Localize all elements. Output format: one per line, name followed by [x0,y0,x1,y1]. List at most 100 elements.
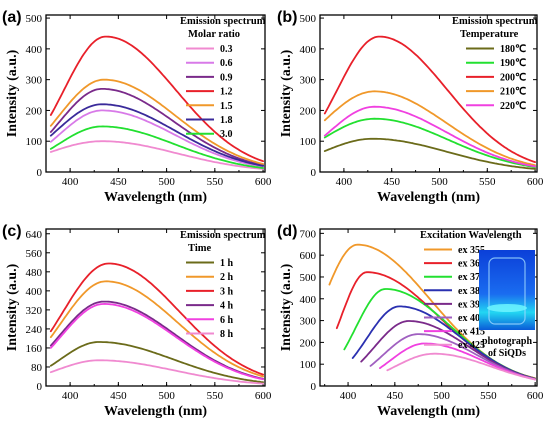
series-line-ex-425 [386,352,536,381]
series-line-180℃ [323,137,536,170]
plot-frame [45,14,266,173]
x-tick-label: 600 [255,390,272,402]
series-line-3-h [49,262,265,376]
y-axis-label: Intensity (a.u.) [5,263,20,351]
series-line-220℃ [323,105,536,168]
y-tick-label: 0 [37,167,43,179]
y-tick-label: 0 [37,381,43,393]
x-tick-label: 400 [62,390,79,402]
legend-entry: 1.5 [220,101,233,112]
series-line-2-h [49,280,265,378]
legend-title: Time [188,243,211,254]
series-line-1.2 [49,35,265,163]
y-tick-label: 200 [300,105,317,117]
legend-entry: 2 h [220,272,234,283]
legend-entry: 0.9 [220,72,233,83]
x-tick-label: 600 [255,176,272,188]
series-line-210℃ [323,90,536,167]
y-tick-label: 300 [300,316,317,328]
y-tick-label: 200 [26,105,43,117]
y-tick-label: 300 [26,75,43,87]
legend-entry: 6 h [220,315,234,326]
x-tick-label: 450 [383,176,400,188]
legend-entry: ex 355 [458,245,485,256]
legend-entry: 1 h [220,258,234,269]
legend-entry: ex 425 [458,340,485,351]
y-tick-label: 500 [300,272,317,284]
legend-title: Excitation Wavelength [420,230,522,241]
series-line-6-h [49,302,265,381]
plot-frame [45,228,266,387]
y-tick-label: 300 [300,75,317,87]
plot-frame [319,14,538,173]
legend-entry: ex 375 [458,272,485,283]
x-tick-label: 550 [479,176,496,188]
series-line-ex-405 [369,333,536,381]
siqds-photo [479,250,535,330]
x-tick-label: 450 [387,390,404,402]
y-tick-label: 400 [300,294,317,306]
legend-title: Emission spectrum [180,16,266,27]
x-tick-label: 550 [207,390,224,402]
y-tick-label: 600 [300,250,317,262]
x-tick-label: 600 [527,176,544,188]
panel-a: 400 450 500 550 600 0 100 200 300 400 500 Wavelengt… [2,9,272,205]
series-line-0.3 [49,140,265,170]
y-tick-label: 160 [26,343,43,355]
legend-entry: 180℃ [500,44,526,55]
series-line-200℃ [323,35,536,164]
legend-entry: 3 h [220,286,234,297]
legend-title: Temperature [460,29,519,40]
y-tick-label: 100 [26,136,43,148]
legend-title: Emission spectrum [180,230,266,241]
photo-caption: of SiQDs [488,348,526,359]
legend-entry: ex 385 [458,286,485,297]
photo-caption: photograph [482,336,532,347]
legend-title: Molar ratio [188,29,240,40]
y-tick-label: 240 [26,324,43,336]
y-tick-label: 80 [31,362,43,374]
plot-frame [319,228,538,387]
legend-title: Emission spectrum [452,16,538,27]
x-axis-label: Wavelength (nm) [104,404,207,419]
series-line-3.0 [49,125,265,169]
panel-label: (a) [2,9,22,26]
legend-entry: 220℃ [500,101,526,112]
x-tick-label: 500 [158,390,175,402]
y-tick-label: 320 [26,305,43,317]
legend-entry: 4 h [220,301,234,312]
legend-entry: 0.6 [220,58,233,69]
legend-entry: 210℃ [500,87,526,98]
legend-entry: 200℃ [500,72,526,83]
legend-entry: 1.8 [220,115,233,126]
x-tick-label: 400 [340,390,357,402]
y-tick-label: 200 [300,337,317,349]
x-tick-label: 500 [433,390,450,402]
y-tick-label: 0 [311,381,317,393]
x-axis-label: Wavelength (nm) [377,190,480,205]
x-axis-label: Wavelength (nm) [104,190,207,205]
y-tick-label: 700 [300,228,317,240]
y-tick-label: 400 [26,286,43,298]
panel-label: (d) [277,223,297,240]
panel-label: (c) [2,223,22,240]
x-tick-label: 550 [207,176,224,188]
panel-c: 400 450 500 550 600 0 80 160 240 320 400 480 560 640 W… [2,223,272,419]
legend-entry: ex 365 [458,259,485,270]
x-tick-label: 450 [110,176,127,188]
vial-outline [488,257,526,325]
y-tick-label: 640 [26,229,43,241]
legend-entry: ex 395 [458,299,485,310]
x-tick-label: 550 [480,390,497,402]
legend-entry: 190℃ [500,58,526,69]
y-tick-label: 0 [311,167,317,179]
x-tick-label: 500 [431,176,448,188]
series-line-190℃ [323,117,536,169]
panel-label: (b) [277,9,297,26]
x-tick-label: 600 [527,390,544,402]
x-tick-label: 400 [62,176,79,188]
series-line-0.6 [49,109,265,168]
series-line-1.8 [49,103,265,167]
y-tick-label: 100 [300,136,317,148]
